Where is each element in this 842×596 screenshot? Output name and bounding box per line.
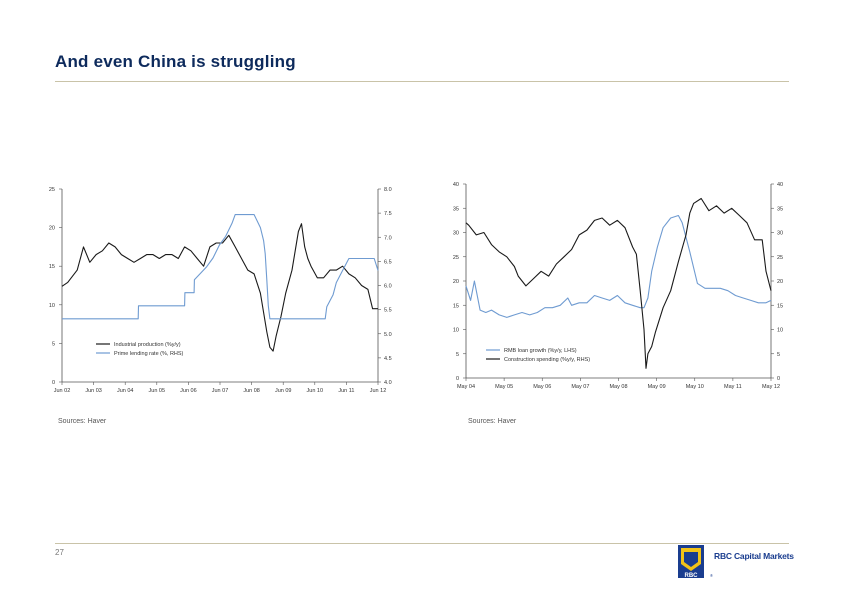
x-tick-label: May 10 [686, 384, 704, 390]
rbc-lion-shield-icon: RBC ® [678, 545, 713, 579]
legend-label: Industrial production (%y/y) [114, 342, 181, 348]
x-tick-label: Jun 09 [275, 388, 292, 394]
right-tick-label: 8.0 [384, 187, 392, 193]
x-tick-label: Jun 06 [180, 388, 197, 394]
right-tick-label: 40 [777, 182, 783, 188]
logo-reg-mark: ® [710, 573, 713, 578]
right-tick-label: 25 [777, 255, 783, 261]
brand-name: RBC Capital Markets [714, 551, 794, 561]
right-tick-label: 6.5 [384, 259, 392, 265]
chart2-source: Sources: Haver [468, 418, 517, 425]
footer-divider [55, 543, 789, 544]
left-tick-label: 5 [52, 341, 55, 347]
legend-label: Construction spending (%y/y, RHS) [504, 357, 590, 363]
page-number: 27 [55, 548, 64, 557]
chart-rmb-loan-growth: 0 5 10 15 20 25 30 35 40 0 5 10 15 20 25 30 35 40 May 04 Ma… [453, 182, 783, 390]
right-tick-label: 5 [777, 352, 780, 358]
x-tick-label: May 07 [571, 384, 589, 390]
x-tick-label: Jun 11 [338, 388, 354, 394]
right-tick-label: 5.5 [384, 308, 392, 314]
left-tick-label: 15 [49, 264, 55, 270]
x-tick-label: May 05 [495, 384, 513, 390]
left-tick-label: 35 [453, 206, 459, 212]
right-tick-label: 4.0 [384, 380, 392, 386]
x-tick-label: Jun 04 [117, 388, 134, 394]
x-tick-label: Jun 08 [243, 388, 260, 394]
x-tick-label: May 11 [724, 384, 742, 390]
x-tick-label: May 06 [533, 384, 551, 390]
left-tick-label: 20 [49, 226, 55, 232]
right-tick-label: 10 [777, 328, 783, 334]
x-tick-label: Jun 12 [370, 388, 387, 394]
series-line-2 [62, 214, 379, 320]
right-tick-label: 5.0 [384, 332, 392, 338]
x-tick-label: Jun 02 [54, 388, 71, 394]
left-tick-label: 5 [456, 352, 459, 358]
right-tick-label: 7.5 [384, 211, 392, 217]
right-tick-label: 4.5 [384, 356, 392, 362]
right-tick-label: 35 [777, 206, 783, 212]
slide-title: And even China is struggling [55, 52, 296, 71]
right-tick-label: 30 [777, 231, 783, 237]
x-tick-label: Jun 05 [149, 388, 166, 394]
series-line-1 [465, 214, 772, 318]
left-tick-label: 30 [453, 231, 459, 237]
series-line-2 [465, 197, 772, 369]
left-tick-label: 40 [453, 182, 459, 188]
x-tick-label: May 12 [762, 384, 780, 390]
chart-industrial-production: 0 5 10 15 20 25 4.0 4.5 5.0 5.5 6.0 6.5 7.0 7.5 8.0 Jun… [49, 187, 392, 394]
right-tick-label: 15 [777, 303, 783, 309]
x-tick-label: May 04 [457, 384, 475, 390]
left-tick-label: 0 [456, 376, 459, 382]
x-tick-label: Jun 03 [85, 388, 102, 394]
legend-label: Prime lending rate (%, RHS) [114, 351, 184, 357]
left-tick-label: 10 [49, 303, 55, 309]
logo-mark-text: RBC [685, 573, 699, 579]
right-tick-label: 20 [777, 279, 783, 285]
left-tick-label: 15 [453, 303, 459, 309]
title-divider [55, 81, 789, 82]
x-tick-label: Jun 10 [307, 388, 324, 394]
left-tick-label: 0 [52, 380, 55, 386]
legend-label: RMB loan growth (%y/y, LHS) [504, 348, 577, 354]
left-tick-label: 10 [453, 328, 459, 334]
right-tick-label: 0 [777, 376, 780, 382]
x-tick-label: May 08 [609, 384, 627, 390]
left-tick-label: 20 [453, 279, 459, 285]
chart1-source: Sources: Haver [58, 418, 107, 425]
right-tick-label: 7.0 [384, 235, 392, 241]
series-line-1 [61, 223, 378, 352]
x-tick-label: May 09 [648, 384, 666, 390]
right-tick-label: 6.0 [384, 284, 392, 290]
left-tick-label: 25 [49, 187, 55, 193]
left-tick-label: 25 [453, 255, 459, 261]
x-tick-label: Jun 07 [212, 388, 229, 394]
